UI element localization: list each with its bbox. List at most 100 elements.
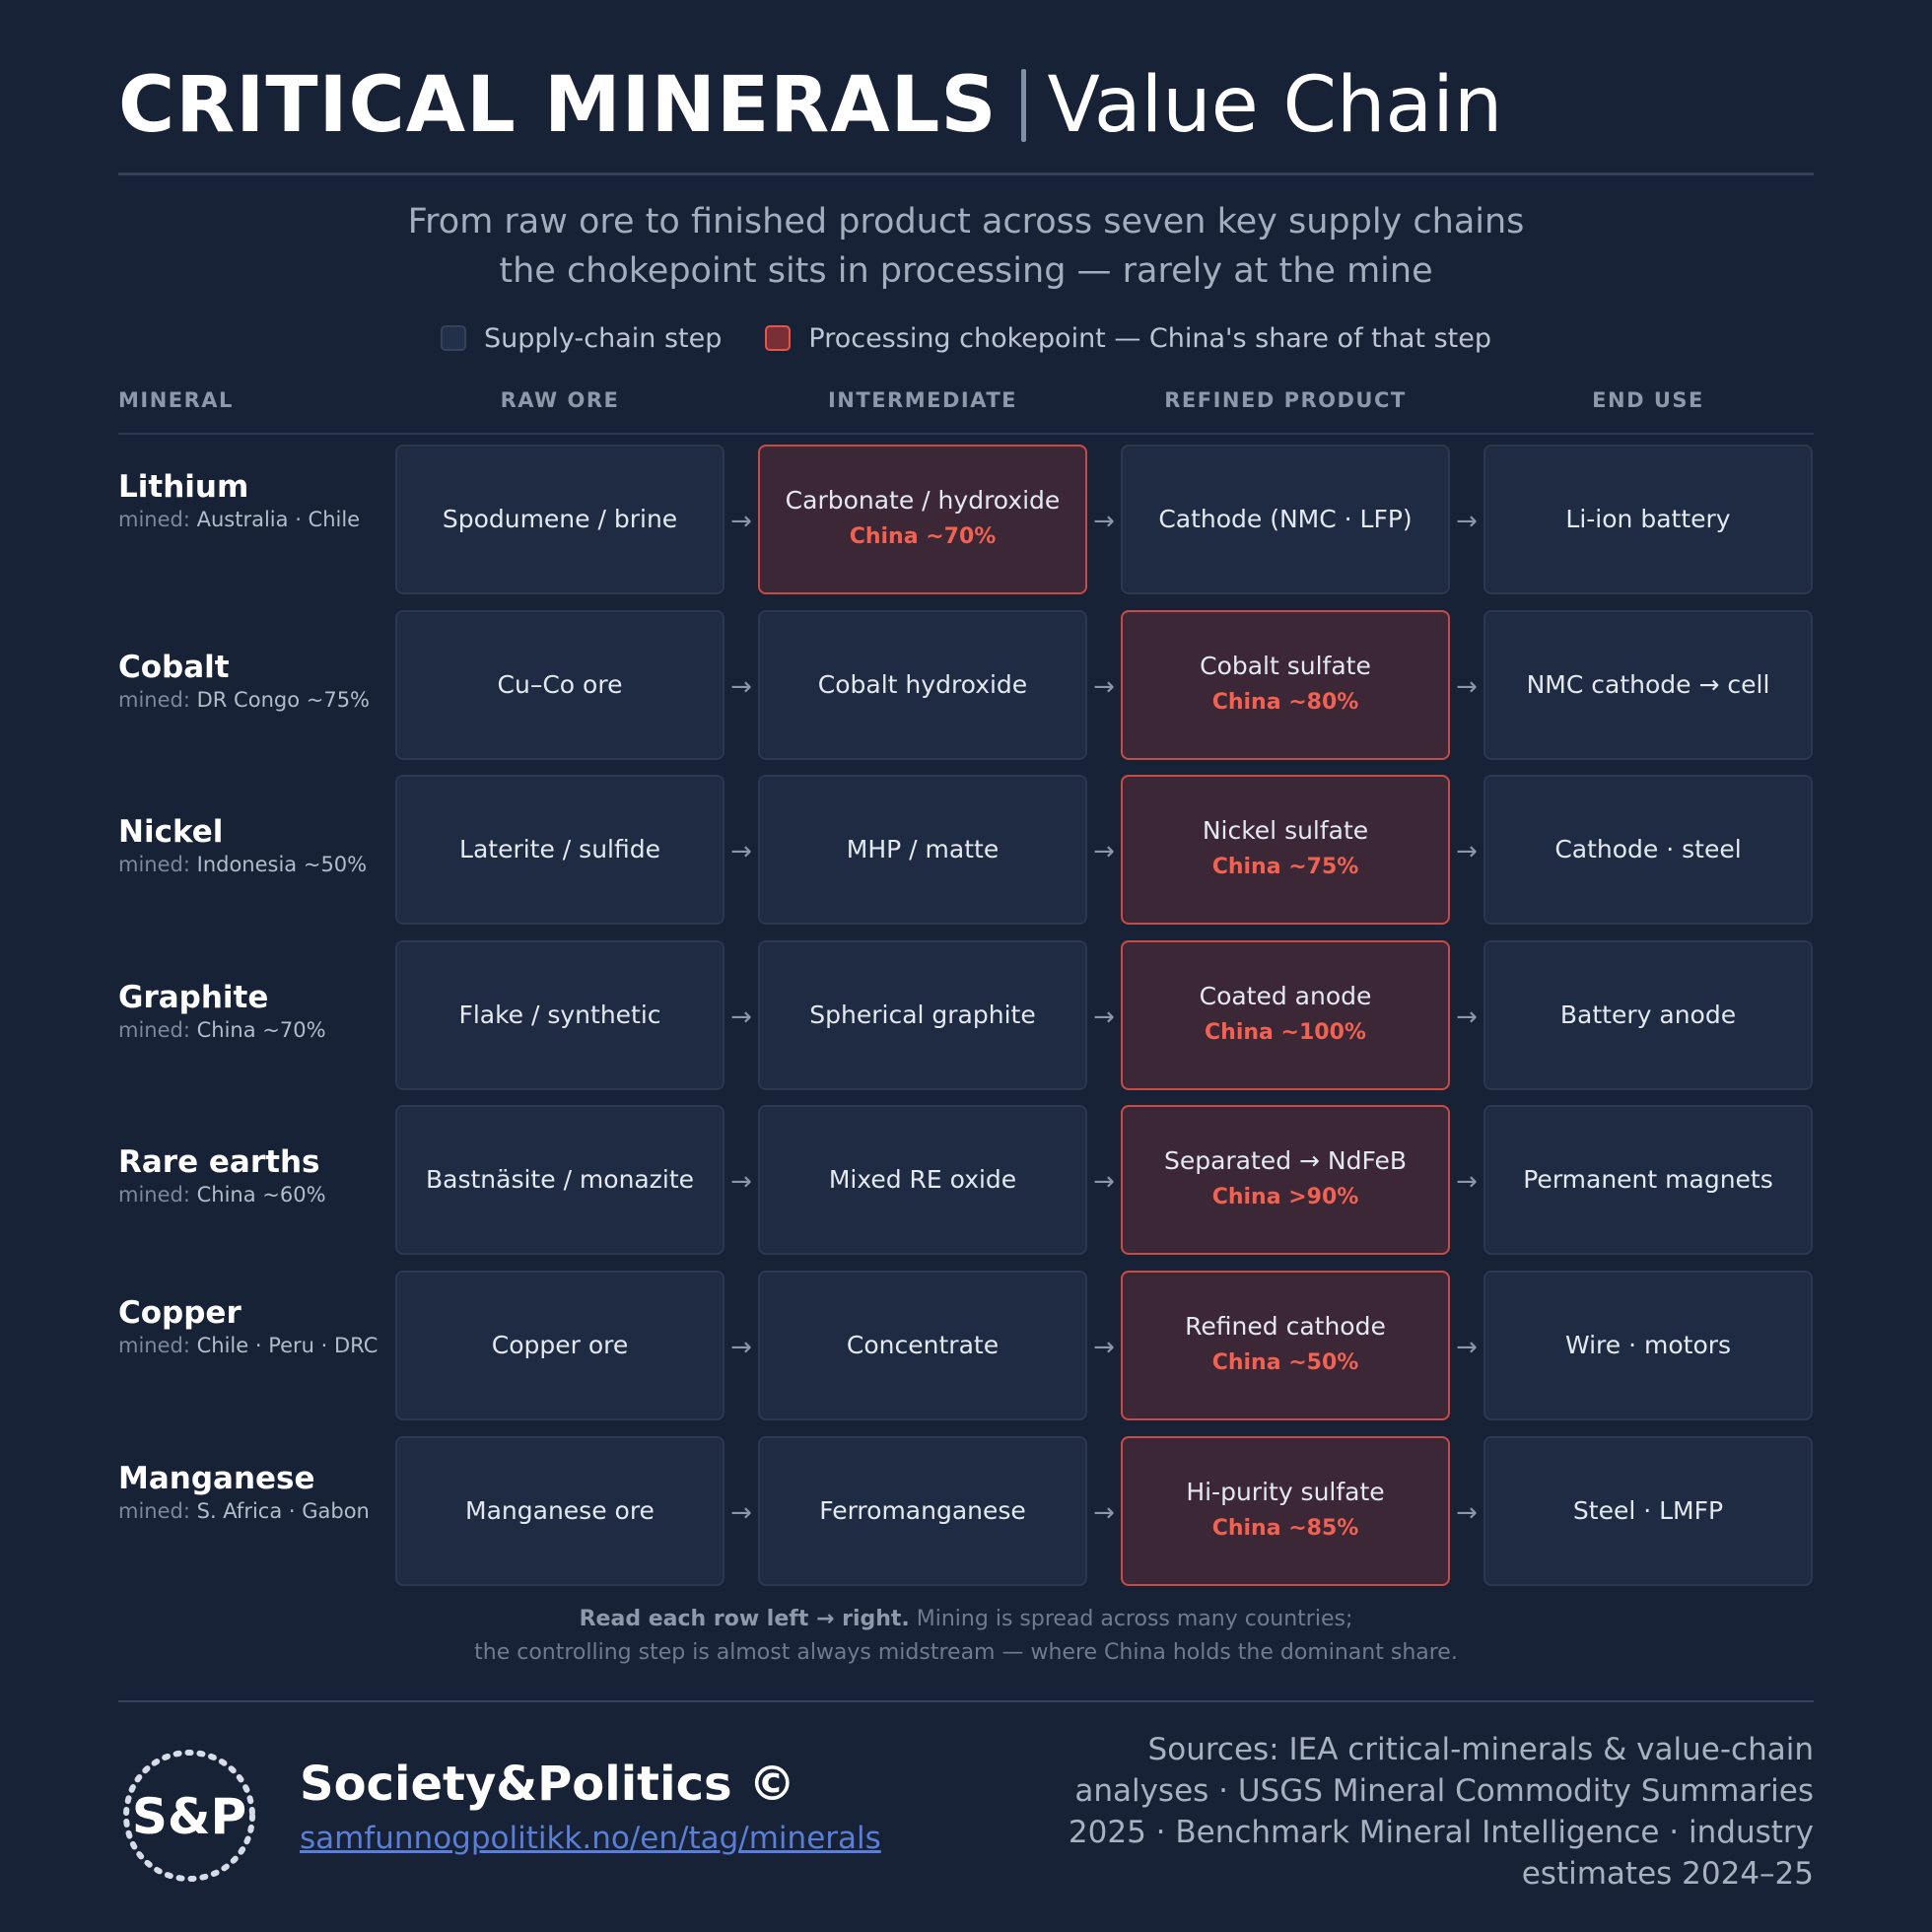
flow-arrow-icon: → bbox=[1456, 1498, 1478, 1528]
china-share: China >90% bbox=[1211, 1185, 1359, 1209]
supply-chain-step: Cobalt hydroxide bbox=[758, 610, 1087, 760]
supply-chain-step: Cu–Co ore bbox=[395, 610, 724, 760]
legend-swatch-step bbox=[441, 325, 466, 351]
logo: S&P bbox=[123, 1750, 255, 1882]
bottom-divider bbox=[118, 1700, 1814, 1702]
supply-chain-step: Concentrate bbox=[758, 1271, 1087, 1420]
flow-arrow-icon: → bbox=[1456, 672, 1478, 702]
header-divider bbox=[118, 433, 1814, 435]
supply-chain-step: Cathode · steel bbox=[1484, 775, 1813, 925]
mineral-label: Rare earths mined: China ~60% bbox=[118, 1143, 384, 1209]
flow-arrow-icon: → bbox=[730, 1002, 752, 1032]
mined-label: mined: bbox=[118, 508, 190, 531]
step-text: Cu–Co ore bbox=[497, 670, 623, 699]
flow-arrow-icon: → bbox=[730, 672, 752, 702]
mineral-name: Copper bbox=[118, 1295, 242, 1331]
flow-arrow-icon: → bbox=[730, 1167, 752, 1197]
flow-arrow-icon: → bbox=[1456, 837, 1478, 866]
flow-arrow-icon: → bbox=[1093, 672, 1115, 702]
mined-countries: mined: China ~60% bbox=[118, 1181, 384, 1209]
china-share: China ~100% bbox=[1205, 1020, 1366, 1045]
mineral-name: Lithium bbox=[118, 469, 249, 505]
supply-chain-step: Laterite / sulfide bbox=[395, 775, 724, 925]
step-text: Cobalt hydroxide bbox=[817, 670, 1028, 699]
supply-chain-step: Permanent magnets bbox=[1484, 1105, 1813, 1255]
step-text: Copper ore bbox=[491, 1331, 629, 1359]
mineral-label: Cobalt mined: DR Congo ~75% bbox=[118, 649, 384, 715]
column-header-mineral: MINERAL bbox=[118, 388, 234, 412]
brand-name: Society&Politics © bbox=[300, 1757, 796, 1812]
step-text: Separated → NdFeB bbox=[1163, 1146, 1408, 1175]
step-text: Refined cathode bbox=[1185, 1312, 1386, 1341]
column-header-end-use: END USE bbox=[1592, 388, 1704, 412]
reading-note: Read each row left → right. Mining is sp… bbox=[118, 1603, 1814, 1670]
supply-chain-step: Cathode (NMC · LFP) bbox=[1121, 445, 1450, 594]
flow-arrow-icon: → bbox=[1093, 1002, 1115, 1032]
chokepoint-step: Refined cathode China ~50% bbox=[1121, 1271, 1450, 1420]
supply-chain-step: Ferromanganese bbox=[758, 1436, 1087, 1586]
step-text: Flake / synthetic bbox=[458, 1000, 661, 1029]
legend-label-step: Supply-chain step bbox=[484, 322, 723, 354]
supply-chain-step: Manganese ore bbox=[395, 1436, 724, 1586]
mined-value: Chile · Peru · DRC bbox=[196, 1334, 379, 1357]
mined-label: mined: bbox=[118, 1334, 190, 1357]
mined-value: China ~70% bbox=[196, 1017, 326, 1042]
mineral-label: Manganese mined: S. Africa · Gabon bbox=[118, 1460, 384, 1526]
flow-arrow-icon: → bbox=[1456, 1167, 1478, 1197]
mineral-label: Lithium mined: Australia · Chile bbox=[118, 468, 384, 534]
step-text: Wire · motors bbox=[1564, 1331, 1732, 1359]
chokepoint-step: Carbonate / hydroxide China ~70% bbox=[758, 445, 1087, 594]
flow-arrow-icon: → bbox=[1093, 507, 1115, 536]
mined-label: mined: bbox=[118, 1182, 190, 1207]
column-header-raw-ore: RAW ORE bbox=[500, 388, 620, 412]
subtitle-line-1: From raw ore to finished product across … bbox=[407, 202, 1525, 242]
note-line-2: the controlling step is almost always mi… bbox=[474, 1640, 1458, 1665]
logo-text: S&P bbox=[132, 1788, 246, 1845]
flow-arrow-icon: → bbox=[730, 507, 752, 536]
mined-value: China ~60% bbox=[196, 1182, 326, 1207]
supply-chain-step: NMC cathode → cell bbox=[1484, 610, 1813, 760]
step-text: Steel · LMFP bbox=[1572, 1496, 1724, 1525]
legend: Supply-chain step Processing chokepoint … bbox=[118, 315, 1814, 361]
title-separator bbox=[1020, 69, 1026, 142]
chokepoint-step: Hi-purity sulfate China ~85% bbox=[1121, 1436, 1450, 1586]
title-bold: CRITICAL MINERALS bbox=[118, 61, 998, 150]
step-text: Mixed RE oxide bbox=[828, 1165, 1017, 1194]
step-text: Ferromanganese bbox=[819, 1496, 1026, 1525]
legend-label-chokepoint: Processing chokepoint — China's share of… bbox=[808, 322, 1491, 354]
chokepoint-step: Cobalt sulfate China ~80% bbox=[1121, 610, 1450, 760]
mineral-name: Rare earths bbox=[118, 1143, 320, 1180]
note-strong: Read each row left → right. bbox=[579, 1607, 910, 1631]
flow-arrow-icon: → bbox=[1456, 1002, 1478, 1032]
supply-chain-step: Bastnäsite / monazite bbox=[395, 1105, 724, 1255]
step-text: Cathode · steel bbox=[1554, 835, 1742, 863]
step-text: Cathode (NMC · LFP) bbox=[1158, 505, 1413, 533]
column-header-refined-product: REFINED PRODUCT bbox=[1164, 388, 1407, 412]
step-text: Cobalt sulfate bbox=[1200, 652, 1371, 680]
brand-link[interactable]: samfunnogpolitikk.no/en/tag/minerals bbox=[300, 1821, 881, 1856]
step-text: Li-ion battery bbox=[1565, 505, 1731, 533]
mined-value: Australia · Chile bbox=[196, 508, 361, 531]
china-share: China ~75% bbox=[1211, 855, 1359, 879]
step-text: Laterite / sulfide bbox=[459, 835, 660, 863]
note-line-1-rest: Mining is spread across many countries; bbox=[909, 1607, 1353, 1631]
title-light: Value Chain bbox=[1047, 61, 1503, 150]
mined-value: DR Congo ~75% bbox=[196, 687, 371, 712]
mined-value: Indonesia ~50% bbox=[196, 852, 368, 876]
flow-arrow-icon: → bbox=[1093, 1498, 1115, 1528]
page-title: CRITICAL MINERALS Value Chain bbox=[118, 51, 1502, 160]
mineral-name: Cobalt bbox=[118, 649, 230, 685]
supply-chain-step: Spherical graphite bbox=[758, 940, 1087, 1090]
legend-item-step: Supply-chain step bbox=[441, 323, 722, 354]
mineral-name: Graphite bbox=[118, 979, 269, 1015]
mined-label: mined: bbox=[118, 852, 190, 876]
subtitle-line-2: the chokepoint sits in processing — rare… bbox=[499, 251, 1433, 291]
mined-label: mined: bbox=[118, 687, 190, 712]
step-text: Nickel sulfate bbox=[1202, 816, 1369, 845]
china-share: China ~70% bbox=[849, 524, 997, 549]
flow-arrow-icon: → bbox=[1093, 837, 1115, 866]
supply-chain-step: Mixed RE oxide bbox=[758, 1105, 1087, 1255]
top-divider bbox=[118, 172, 1814, 175]
mineral-label: Graphite mined: China ~70% bbox=[118, 979, 384, 1045]
step-text: Manganese ore bbox=[465, 1496, 655, 1525]
